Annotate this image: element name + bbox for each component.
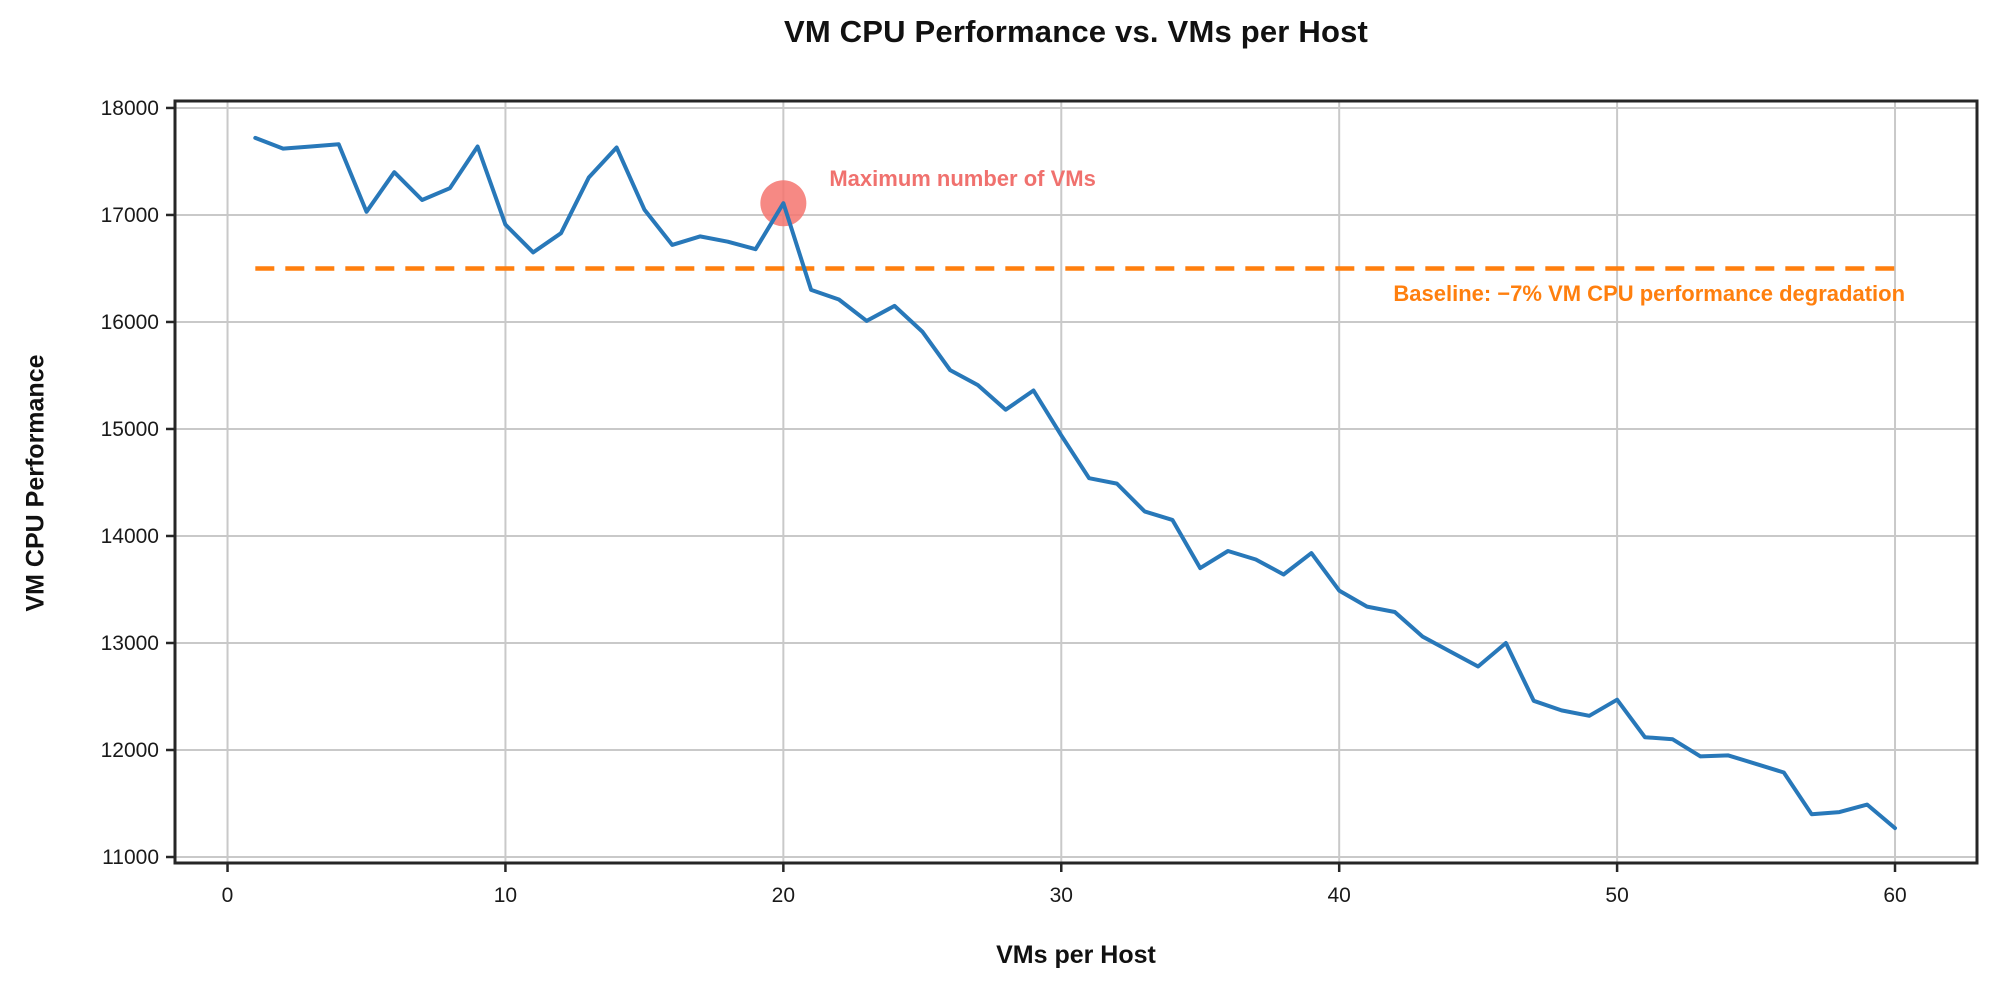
plot-border <box>173 99 1979 865</box>
y-tick-label: 18000 <box>101 97 159 120</box>
x-tick-label: 0 <box>222 884 234 907</box>
max-vms-annotation-label: Maximum number of VMs <box>829 166 1096 192</box>
x-tick-label: 20 <box>772 884 795 907</box>
y-tick-label: 15000 <box>101 418 159 441</box>
x-tick-label: 50 <box>1605 884 1628 907</box>
y-tick-label: 13000 <box>101 632 159 655</box>
y-tick-label: 17000 <box>101 204 159 227</box>
x-tick-label: 40 <box>1328 884 1351 907</box>
y-tick-label: 11000 <box>102 846 159 869</box>
x-tick-label: 10 <box>494 884 517 907</box>
x-tick-label: 30 <box>1050 884 1073 907</box>
x-tick-label: 60 <box>1883 884 1906 907</box>
performance-line <box>253 135 1897 831</box>
y-tick-label: 14000 <box>101 525 159 548</box>
y-tick-label: 16000 <box>101 311 159 334</box>
y-tick-label: 12000 <box>101 739 159 762</box>
chart-title: VM CPU Performance vs. VMs per Host <box>783 14 1369 49</box>
baseline-annotation-label: Baseline: −7% VM CPU performance degrada… <box>1393 281 1906 307</box>
x-axis-label: VMs per Host <box>996 941 1156 969</box>
y-axis-label: VM CPU Performance <box>21 354 50 612</box>
